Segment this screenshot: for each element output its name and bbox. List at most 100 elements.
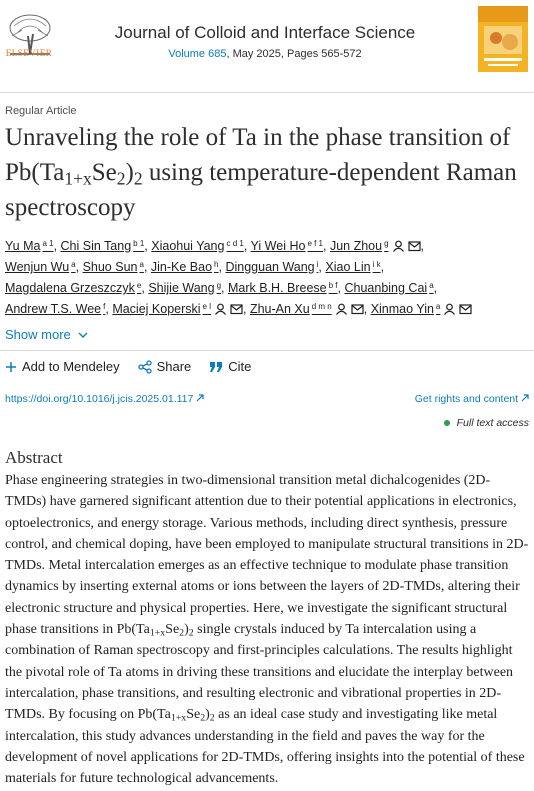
person-icon[interactable]	[443, 303, 456, 315]
author[interactable]: Andrew T.S. Wee f	[5, 302, 105, 316]
access-status: Full text access	[443, 417, 529, 429]
person-icon[interactable]	[214, 303, 227, 315]
divider	[0, 92, 534, 93]
email-icon[interactable]	[351, 303, 364, 315]
subscript: 2	[209, 712, 215, 724]
author[interactable]: Chi Sin Tang b 1	[61, 239, 145, 253]
author-name[interactable]: Zhu-An Xu d m n	[249, 302, 332, 316]
external-icon	[521, 394, 529, 402]
author[interactable]: Maciej Koperski e l	[112, 302, 243, 316]
affiliation-marker: e f 1	[307, 239, 324, 248]
author-name[interactable]: Yi Wei Ho e f 1	[250, 239, 324, 253]
author[interactable]: Magdalena Grzeszczyk e	[5, 281, 141, 295]
author[interactable]: Xiaohui Yang c d 1	[151, 239, 244, 253]
text-run: as an ideal case study and investigating…	[5, 707, 525, 787]
text-run: Unraveling the role of Ta in the phase t…	[5, 124, 511, 186]
author-name[interactable]: Shuo Sun a	[82, 260, 144, 274]
chevron-icon	[78, 332, 88, 338]
doi-link[interactable]: https://doi.org/10.1016/j.jcis.2025.01.1…	[5, 393, 204, 405]
author[interactable]: Shijie Wang g	[148, 281, 221, 295]
subscript: 2	[200, 712, 206, 724]
author[interactable]: Mark B.H. Breese b f	[228, 281, 338, 295]
author[interactable]: Xiao Lin i k	[325, 260, 380, 274]
author-name[interactable]: Dingguan Wang i	[225, 260, 319, 274]
author-name[interactable]: Jun Zhou g	[329, 239, 389, 253]
divider	[0, 350, 534, 351]
email-icon[interactable]	[230, 303, 243, 315]
publisher-logo	[4, 12, 56, 56]
access-text: Full text access	[456, 417, 529, 429]
affiliation-marker: a	[139, 260, 144, 269]
actions: Add to Mendeley Share Cite	[5, 359, 251, 374]
author[interactable]: Wenjun Wu a	[5, 260, 76, 274]
author[interactable]: Chuanbing Cai a	[344, 281, 433, 295]
plus-icon	[6, 361, 16, 372]
affiliation-marker: d m n	[311, 302, 332, 311]
text-run: )	[125, 159, 134, 186]
share-icon	[137, 359, 152, 374]
author-name[interactable]: Mark B.H. Breese b f	[227, 281, 338, 295]
author-name[interactable]: Jin-Ke Bao h	[150, 260, 219, 274]
mendeley-label[interactable]: Add to Mendeley	[22, 359, 120, 374]
affiliation-marker: c d 1	[226, 239, 244, 248]
author[interactable]: Yi Wei Ho e f 1	[251, 239, 323, 253]
issue-info: , May 2025, Pages 565-572	[226, 48, 362, 60]
author-name[interactable]: Shijie Wang g	[148, 281, 222, 295]
affiliation-marker: e	[136, 281, 142, 290]
affiliation-marker: b 1	[133, 239, 145, 248]
author[interactable]: Shuo Sun a	[83, 260, 144, 274]
affiliation-marker: i k	[372, 260, 381, 269]
show-more-label[interactable]: Show more	[5, 327, 71, 342]
text-run: )	[205, 707, 210, 723]
share-label[interactable]: Share	[156, 359, 192, 374]
affiliation-marker: a 1	[42, 239, 54, 248]
text-run: )	[184, 622, 189, 638]
author-name[interactable]: Wenjun Wu a	[5, 260, 76, 274]
author-name[interactable]: Yu Ma a 1	[5, 239, 54, 253]
doi-text[interactable]: https://doi.org/10.1016/j.jcis.2025.01.1…	[5, 393, 194, 405]
journal-cover[interactable]	[478, 6, 528, 72]
share-button[interactable]: Share	[137, 359, 192, 374]
author[interactable]: Zhu-An Xu d m n	[250, 302, 364, 316]
affiliation-marker: a	[71, 260, 76, 269]
author[interactable]: Xinmao Yin a	[371, 302, 473, 316]
author-name[interactable]: Chi Sin Tang b 1	[60, 239, 145, 253]
volume-link[interactable]: Volume 685	[168, 48, 227, 60]
author[interactable]: Jin-Ke Bao h	[151, 260, 219, 274]
external-icon	[196, 394, 204, 402]
rights-text[interactable]: Get rights and content	[414, 393, 519, 405]
journal-title[interactable]: Journal of Colloid and Interface Science	[114, 23, 416, 42]
subscript: 1+x	[149, 627, 166, 639]
author-name[interactable]: Xiao Lin i k	[325, 260, 381, 274]
text-run: using temperature-dependent Raman spectr…	[5, 159, 517, 221]
author[interactable]: Jun Zhou g	[330, 239, 421, 253]
author-name[interactable]: Chuanbing Cai a	[344, 281, 434, 295]
subscript: 1+x	[170, 712, 187, 724]
author-name[interactable]: Andrew T.S. Wee f	[5, 302, 106, 316]
show-more[interactable]: Show more	[5, 327, 88, 342]
author[interactable]: Yu Ma a 1	[5, 239, 54, 253]
cite-button[interactable]: Cite	[209, 359, 251, 374]
affiliation-marker: h	[214, 260, 219, 269]
rights-link[interactable]: Get rights and content	[415, 393, 529, 405]
publisher: ELSEVIER	[5, 48, 53, 58]
subscript: 2	[179, 627, 185, 639]
abstract-heading: Abstract	[5, 448, 63, 467]
author-name[interactable]: Xinmao Yin a	[370, 302, 441, 316]
mendeley-button[interactable]: Add to Mendeley	[5, 359, 120, 374]
email-icon[interactable]	[407, 240, 421, 252]
article-title: Unraveling the role of Ta in the phase t…	[5, 120, 530, 225]
author-name[interactable]: Magdalena Grzeszczyk e	[5, 281, 142, 295]
article-type: Regular Article	[5, 105, 77, 117]
author-name[interactable]: Xiaohui Yang c d 1	[151, 239, 244, 253]
author[interactable]: Dingguan Wang i	[225, 260, 318, 274]
person-icon[interactable]	[392, 240, 405, 252]
cite-icon	[210, 361, 223, 372]
email-icon[interactable]	[459, 303, 472, 315]
text-run: Se	[165, 622, 180, 638]
cite-label[interactable]: Cite	[228, 359, 252, 374]
person-icon[interactable]	[335, 303, 348, 315]
affiliation-marker: g	[216, 281, 222, 290]
author-name[interactable]: Maciej Koperski e l	[112, 302, 211, 316]
